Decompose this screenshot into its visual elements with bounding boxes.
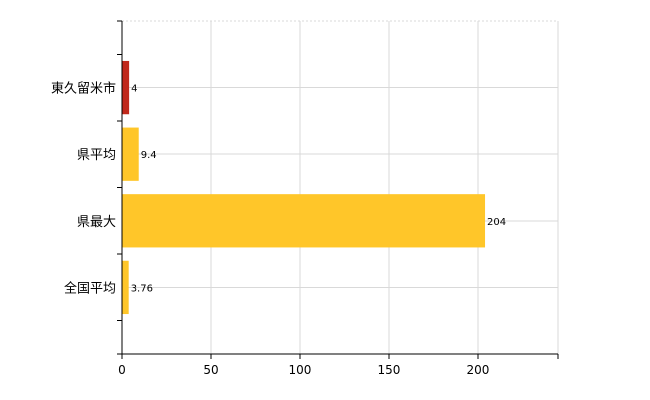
data-label-2: 204 bbox=[487, 217, 506, 228]
bars bbox=[122, 60, 486, 315]
bar-1 bbox=[122, 127, 139, 181]
x-tick-label-200: 200 bbox=[466, 363, 489, 377]
x-tick-label-100: 100 bbox=[289, 363, 312, 377]
y-tick-label-3: 全国平均 bbox=[64, 280, 116, 296]
bar-3 bbox=[122, 260, 129, 315]
axes bbox=[117, 20, 559, 359]
data-label-1: 9.4 bbox=[141, 150, 157, 161]
y-tick-label-2: 県最大 bbox=[77, 215, 116, 230]
gridlines bbox=[122, 20, 559, 354]
x-tick-label-150: 150 bbox=[377, 363, 400, 377]
y-tick-label-0: 東久留米市 bbox=[51, 81, 116, 97]
y-tick-label-1: 県平均 bbox=[77, 148, 116, 163]
x-tick-label-50: 50 bbox=[203, 363, 218, 377]
data-label-0: 4 bbox=[131, 84, 137, 95]
bar-0 bbox=[122, 60, 130, 115]
data-label-3: 3.76 bbox=[131, 283, 153, 294]
bar-2 bbox=[122, 194, 486, 248]
x-tick-label-0: 0 bbox=[118, 363, 126, 377]
